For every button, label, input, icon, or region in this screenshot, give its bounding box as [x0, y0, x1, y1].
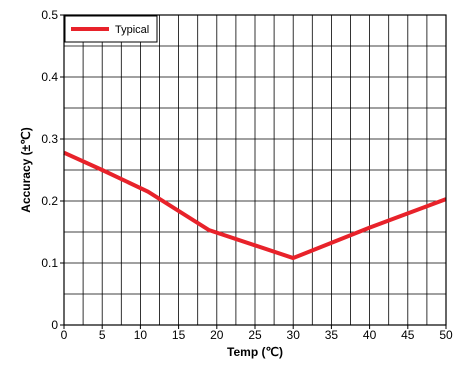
x-tick-label: 20 — [210, 328, 224, 342]
x-tick-label: 10 — [134, 328, 148, 342]
x-tick-label: 5 — [99, 328, 106, 342]
x-tick-label: 35 — [325, 328, 339, 342]
x-axis-title: Temp (℃) — [227, 345, 283, 359]
y-tick-label: 0.1 — [41, 256, 58, 270]
legend-label-typical: Typical — [115, 24, 149, 36]
x-tick-label: 25 — [248, 328, 262, 342]
x-tick-label: 0 — [61, 328, 68, 342]
x-tick-label: 30 — [287, 328, 301, 342]
legend: Typical — [65, 16, 157, 42]
grid — [64, 15, 446, 325]
y-tick-label: 0.3 — [41, 132, 58, 146]
x-tick-label: 40 — [363, 328, 377, 342]
x-tick-label: 50 — [439, 328, 453, 342]
y-tick-label: 0.4 — [41, 70, 58, 84]
x-tick-label: 45 — [401, 328, 415, 342]
y-tick-label: 0.2 — [41, 194, 58, 208]
y-axis-title: Accuracy (±℃) — [19, 127, 33, 212]
y-axis-ticks: 0 0.1 0.2 0.3 0.4 0.5 — [41, 8, 64, 332]
y-tick-label: 0 — [51, 318, 58, 332]
x-tick-label: 15 — [172, 328, 186, 342]
x-axis-ticks: 0 5 10 15 20 25 30 35 40 45 50 — [61, 325, 453, 342]
y-tick-label: 0.5 — [41, 8, 58, 22]
